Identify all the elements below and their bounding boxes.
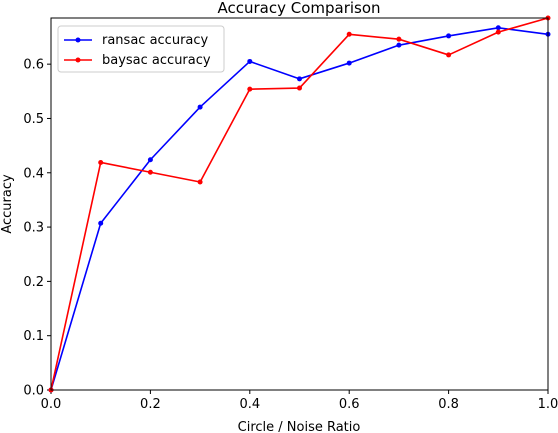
legend-label-ransac: ransac accuracy xyxy=(102,33,209,48)
plot-frame xyxy=(50,17,549,391)
legend-marker-ransac xyxy=(75,37,81,43)
x-tick-label: 0.8 xyxy=(438,397,459,412)
data-point-ransac xyxy=(446,33,452,39)
x-tick-label: 0.2 xyxy=(140,397,161,412)
data-point-baysac xyxy=(297,85,302,91)
tick-layer: 0.0 0.2 0.4 0.6 0.8 1.0 0.0 0.1 0.2 0.3 0.4 0.5 0.6 xyxy=(23,58,558,412)
x-tick-label: 0.0 xyxy=(41,397,62,412)
data-point-ransac xyxy=(346,60,352,66)
x-tick-label: 0.6 xyxy=(339,397,360,412)
series-line-ransac xyxy=(50,26,549,391)
data-point-baysac xyxy=(396,36,402,42)
data-point-ransac xyxy=(197,104,203,110)
y-tick-label: 0.5 xyxy=(23,112,44,127)
y-axis-label: Accuracy xyxy=(0,174,15,234)
legend: ransac accuracy baysac accuracy xyxy=(57,25,225,73)
series-layer xyxy=(48,15,551,393)
data-point-baysac xyxy=(147,169,153,175)
data-point-baysac xyxy=(247,86,253,92)
legend-box xyxy=(57,25,225,73)
data-point-ransac xyxy=(98,220,104,226)
data-point-ransac xyxy=(247,58,253,64)
data-point-baysac xyxy=(346,31,352,37)
x-axis-label: Circle / Noise Ratio xyxy=(238,420,361,433)
y-tick-label: 0.1 xyxy=(23,329,44,344)
x-tick-label: 1.0 xyxy=(538,397,558,412)
data-point-ransac xyxy=(147,157,153,163)
series-line-baysac xyxy=(50,17,549,391)
y-tick-label: 0.0 xyxy=(23,384,44,399)
y-tick-label: 0.2 xyxy=(23,275,44,290)
data-point-baysac xyxy=(495,29,501,35)
data-point-baysac xyxy=(446,52,452,58)
x-tick-label: 0.4 xyxy=(239,397,260,412)
data-point-ransac xyxy=(396,42,402,48)
y-tick-label: 0.6 xyxy=(23,58,44,73)
legend-marker-baysac xyxy=(75,57,81,63)
data-point-baysac xyxy=(197,179,203,185)
data-point-baysac xyxy=(98,159,104,165)
y-tick-label: 0.4 xyxy=(23,166,44,181)
data-point-ransac xyxy=(495,25,501,31)
legend-label-baysac: baysac accuracy xyxy=(102,53,211,68)
chart-title: Accuracy Comparison xyxy=(217,0,380,17)
y-tick-label: 0.3 xyxy=(23,221,44,236)
data-point-ransac xyxy=(297,76,302,82)
